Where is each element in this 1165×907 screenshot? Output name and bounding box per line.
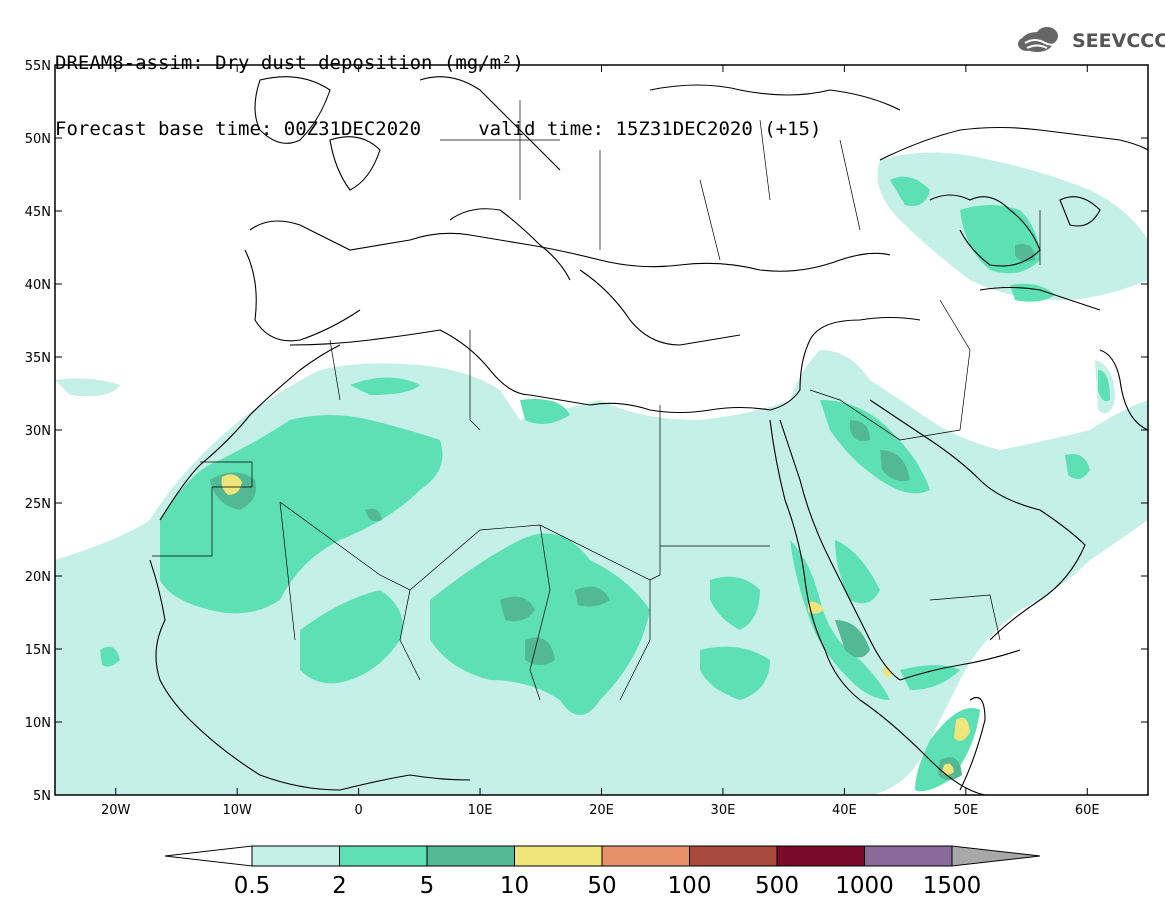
lon-tick-label: 10E <box>468 803 493 818</box>
colorbar-segment <box>426 845 515 867</box>
colorbar-label: 500 <box>755 873 799 899</box>
dust-level-4 <box>221 474 970 775</box>
lat-tick-label: 25N <box>25 497 51 512</box>
lon-tick-label: 20W <box>101 803 131 818</box>
colorbar-label: 1000 <box>835 873 894 899</box>
lat-tick-label: 45N <box>25 205 51 220</box>
colorbar-label: 100 <box>668 873 712 899</box>
lat-tick-label: 5N <box>33 789 51 804</box>
lat-tick-label: 20N <box>25 570 51 585</box>
colorbar: 0.5 2 5 10 50 100 500 1000 1500 <box>164 845 1041 899</box>
lon-tick-label: 50E <box>953 803 978 818</box>
dust-field <box>55 152 1148 795</box>
lon-tick-label: 60E <box>1075 803 1100 818</box>
coastlines <box>149 76 1148 795</box>
latitude-axis: 55N 50N 45N 40N 35N 30N 25N 20N 15N 10N 5N <box>25 59 1148 804</box>
longitude-axis: 20W 10W 0 10E 20E 30E 40E 50E 60E <box>101 65 1100 818</box>
colorbar-label: 2 <box>332 873 347 899</box>
title-line-1: DREAM8-assim: Dry dust deposition (mg/m²… <box>55 52 524 74</box>
colorbar-segment <box>776 845 865 867</box>
colorbar-label: 5 <box>420 873 435 899</box>
lat-tick-label: 55N <box>25 59 51 74</box>
dust-level-2 <box>100 176 1110 792</box>
lat-tick-label: 10N <box>25 716 51 731</box>
lat-tick-label: 35N <box>25 351 51 366</box>
lat-tick-label: 40N <box>25 278 51 293</box>
logo-text: SEEVCCC <box>1072 30 1165 52</box>
lat-tick-label: 30N <box>25 424 51 439</box>
colorbar-underflow <box>164 845 253 867</box>
colorbar-label: 50 <box>587 873 616 899</box>
cloud-icon <box>1018 27 1062 52</box>
lon-tick-label: 40E <box>832 803 857 818</box>
dust-level-3 <box>210 244 1035 780</box>
colorbar-label: 1500 <box>923 873 982 899</box>
lon-tick-label: 10W <box>222 803 252 818</box>
colorbar-segment <box>251 845 340 867</box>
lon-tick-label: 30E <box>711 803 736 818</box>
colorbar-segment <box>514 845 603 867</box>
country-borders <box>152 100 1041 701</box>
colorbar-segment <box>689 845 778 867</box>
colorbar-segment <box>864 845 953 867</box>
colorbar-segment <box>601 845 690 867</box>
colorbar-overflow <box>951 845 1041 867</box>
lat-tick-label: 50N <box>25 132 51 147</box>
colorbar-label: 10 <box>500 873 529 899</box>
logo <box>1018 27 1062 52</box>
colorbar-label: 0.5 <box>234 873 271 899</box>
colorbar-segment <box>339 845 428 867</box>
lon-tick-label: 20E <box>589 803 614 818</box>
lat-tick-label: 15N <box>25 643 51 658</box>
title-line-2: Forecast base time: 00Z31DEC2020 valid t… <box>55 118 822 140</box>
lon-tick-label: 0 <box>354 803 362 818</box>
map-title: DREAM8-assim: Dry dust deposition (mg/m²… <box>55 8 821 162</box>
